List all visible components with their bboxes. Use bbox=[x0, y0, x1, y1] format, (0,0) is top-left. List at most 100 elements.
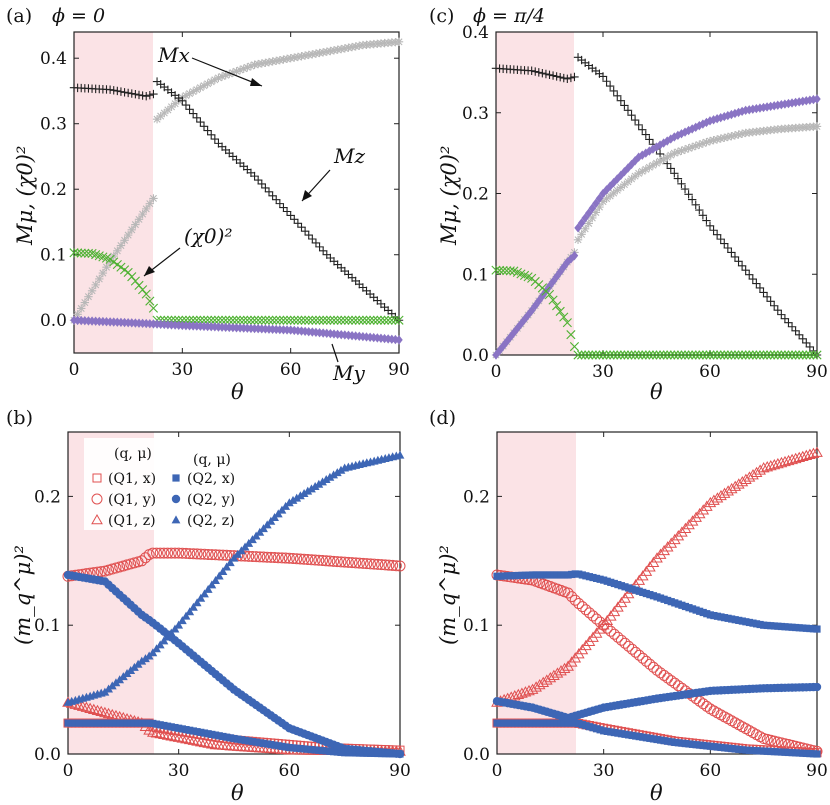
panel-b-series-3-point bbox=[175, 724, 183, 732]
panel-c-series-2-point bbox=[549, 276, 557, 287]
panel-d-xlabel: θ bbox=[650, 781, 663, 805]
panel-a-series-0-point bbox=[203, 79, 212, 88]
panel-a-plot: 0 30 60 90 0.0 0.1 0.2 0.3 0.4 bbox=[40, 32, 410, 380]
panel-a-series-0-point bbox=[199, 81, 209, 90]
annot-mz-arrowhead bbox=[302, 190, 312, 201]
panel-b-series-2-point bbox=[169, 730, 181, 742]
panel-a-ytick-label: 0.0 bbox=[40, 311, 67, 331]
panel-a-series-2-point bbox=[379, 315, 390, 325]
panel-a-shade bbox=[74, 32, 153, 353]
panel-b-series-5-point bbox=[200, 589, 209, 598]
panel-a-series-0-point bbox=[98, 268, 108, 278]
panel-c-series-2-point bbox=[560, 262, 568, 272]
panel-b-series-1-point bbox=[294, 553, 306, 565]
panel-c-series-0-point bbox=[616, 96, 626, 105]
panel-c-series-1-point bbox=[727, 131, 736, 141]
panel-c-series-0-point bbox=[534, 68, 543, 77]
panel-b-series-1-point bbox=[276, 552, 288, 564]
panel-c-series-2-point bbox=[570, 250, 579, 261]
panel-d-series-1-point bbox=[623, 640, 635, 652]
panel-a-xtick-label: 90 bbox=[388, 360, 410, 380]
panel-b-series-2-point bbox=[76, 700, 89, 711]
panel-a-series-0-point bbox=[239, 64, 248, 73]
panel-b-series-5-point bbox=[141, 654, 150, 663]
panel-d-series-2-point bbox=[804, 448, 816, 459]
panel-a-series-1-point bbox=[196, 117, 205, 127]
panel-a-series-2-point bbox=[278, 315, 289, 325]
panel-b-series-3-point bbox=[71, 719, 79, 727]
panel-a-series-0-point bbox=[311, 49, 321, 58]
panel-c-series-0-point bbox=[623, 106, 633, 115]
panel-b-series-5-point bbox=[189, 602, 198, 611]
panel-b-series-1-point bbox=[376, 559, 388, 571]
panel-c-series-0-point bbox=[673, 174, 683, 183]
panel-c-series-3-point bbox=[794, 350, 804, 360]
panel-b-series-5-point bbox=[203, 584, 213, 593]
panel-c-series-0-point bbox=[527, 66, 536, 75]
panel-a-title: ϕ = 0 bbox=[52, 5, 105, 27]
panel-b-series-2-point bbox=[202, 737, 215, 748]
panel-c-series-3-point bbox=[805, 350, 815, 360]
panel-c-series-0-point bbox=[684, 190, 693, 199]
panel-a-series-2-point bbox=[369, 315, 379, 325]
panel-c-series-2-point bbox=[535, 296, 543, 306]
panel-b-series-5-point bbox=[222, 562, 232, 571]
panel-c-series-3-point bbox=[651, 350, 662, 360]
panel-a-series-0-point bbox=[297, 52, 306, 61]
panel-c-series-0-point bbox=[777, 310, 786, 319]
panel-b-series-3-point bbox=[164, 722, 172, 730]
panel-d-series-2-point bbox=[775, 456, 788, 468]
panel-c-series-0-point bbox=[702, 216, 711, 225]
panel-b-series-2-point bbox=[187, 734, 200, 745]
panel-d-series-2-point bbox=[700, 500, 713, 511]
panel-c-xtick-label: 90 bbox=[806, 362, 828, 382]
panel-c-series-0-point bbox=[641, 130, 650, 139]
panel-c-ytick-label: 0.3 bbox=[462, 104, 489, 124]
panel-b-series-2-point bbox=[102, 707, 115, 719]
panel-b-series-5-point bbox=[288, 495, 298, 504]
panel-a-series-0-point bbox=[333, 45, 342, 54]
panel-a-series-0-point bbox=[286, 54, 295, 63]
panel-b-series-3-point bbox=[108, 719, 116, 727]
panel-c-series-1-point bbox=[627, 174, 636, 184]
panel-a-series-2-point bbox=[354, 315, 364, 325]
panel-a-series-2-point bbox=[307, 315, 317, 325]
panel-a-series-0-point bbox=[347, 42, 357, 52]
panel-b-series-3-point bbox=[82, 719, 91, 727]
panel-c-series-3-point bbox=[758, 350, 769, 360]
panel-c-series-3-point bbox=[609, 350, 619, 360]
panel-b-series-1-point bbox=[180, 547, 192, 559]
legend-b-entries: (Q1, x) (Q1, y) (Q1, z) (Q2, x) (Q2, y) (Q2, … bbox=[91, 471, 235, 529]
legend-b-entry-5: (Q2, z) bbox=[187, 513, 235, 529]
panel-c-series-3-point bbox=[637, 350, 647, 360]
panel-a-series-0-point bbox=[207, 77, 216, 86]
panel-b-series-5-point bbox=[196, 593, 206, 602]
panel-c-series-3-point bbox=[755, 350, 765, 360]
panel-c-series-3-point bbox=[733, 350, 744, 360]
panel-a-series-0-point bbox=[87, 286, 97, 295]
panel-a-series-1-point bbox=[315, 242, 324, 252]
panel-c-series-3-point bbox=[548, 295, 558, 305]
panel-a-series-1-point bbox=[250, 171, 259, 181]
panel-a-series-1-point bbox=[138, 91, 147, 100]
panel-b-series-2-point bbox=[165, 730, 178, 741]
panel-a-series-1-point bbox=[185, 105, 194, 114]
panel-a-series-1-point bbox=[188, 109, 198, 118]
panel-b-series-2-point bbox=[73, 699, 85, 710]
panel-a-series-0-point bbox=[123, 230, 133, 240]
panel-b-series-1-point bbox=[364, 558, 376, 570]
panel-d-xtick-label: 30 bbox=[593, 761, 615, 781]
panel-c-series-1-point bbox=[659, 154, 668, 164]
panel-c-series-0-point bbox=[698, 211, 708, 220]
panel-c-series-1-point bbox=[698, 139, 708, 148]
panel-d-label: (d) bbox=[429, 407, 456, 429]
panel-b-series-3-point bbox=[330, 748, 338, 756]
panel-b-series-5-point bbox=[329, 470, 338, 479]
panel-a-series-2-point bbox=[376, 315, 386, 325]
panel-c-series-3-point bbox=[601, 350, 612, 360]
panel-c-series-3-point bbox=[584, 350, 594, 360]
panel-a-series-1-point bbox=[253, 175, 263, 185]
panel-d-series-2-point bbox=[686, 515, 699, 526]
panel-c-series-3-point bbox=[791, 350, 801, 360]
panel-c-series-3-point bbox=[502, 266, 512, 276]
